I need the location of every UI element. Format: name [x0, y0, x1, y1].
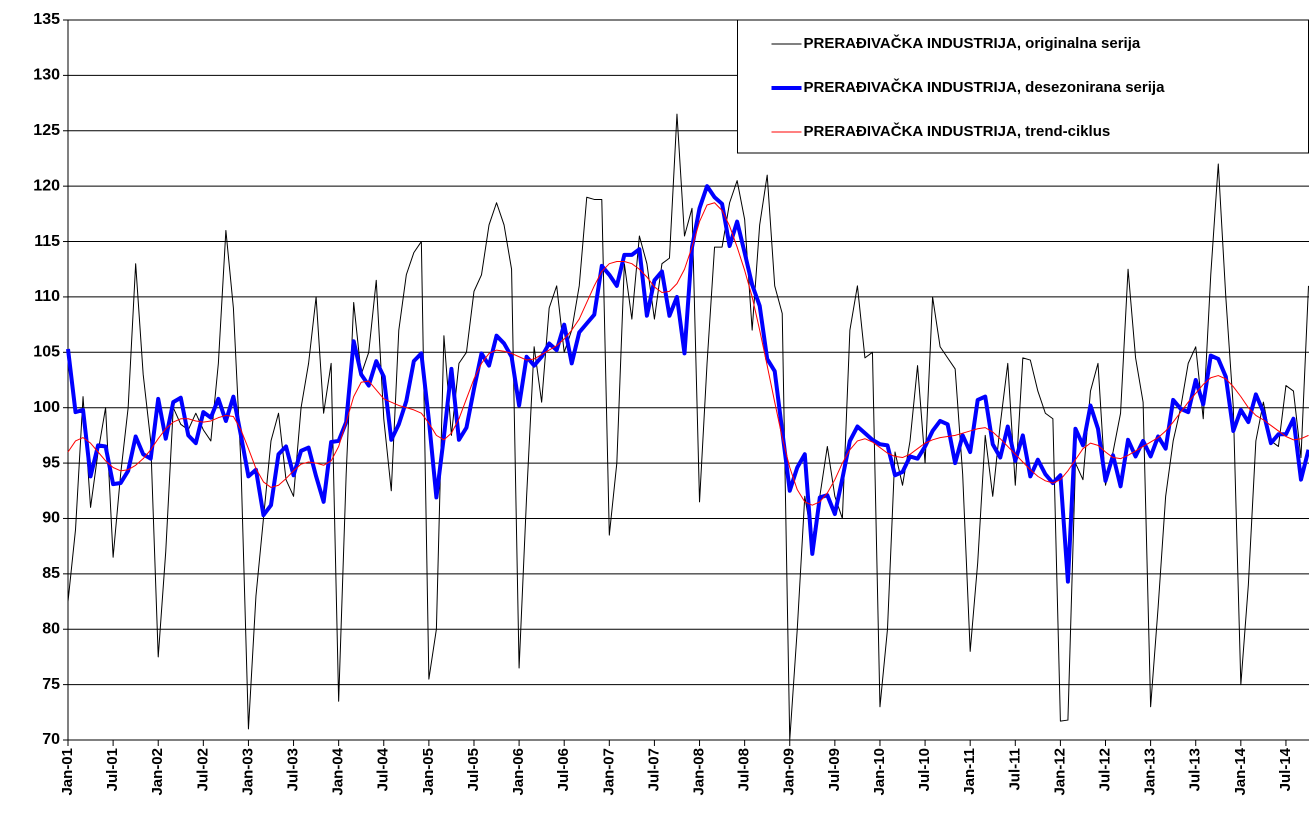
y-tick-label: 135	[33, 11, 60, 28]
series-line	[67, 113, 1309, 741]
x-tick-label: Jan-05	[420, 748, 437, 796]
x-tick-label: Jul-01	[104, 748, 121, 791]
y-tick-label: 125	[33, 122, 60, 139]
x-tick-label: Jan-09	[781, 748, 798, 796]
x-tick-label: Jul-14	[1277, 747, 1294, 791]
x-tick-label: Jul-09	[826, 748, 843, 791]
y-tick-label: 90	[42, 510, 60, 527]
x-tick-label: Jul-02	[194, 748, 211, 791]
y-tick-label: 100	[33, 399, 60, 416]
x-tick-label: Jul-07	[645, 748, 662, 791]
series-line	[67, 202, 1309, 506]
x-tick-label: Jan-12	[1051, 748, 1068, 796]
x-tick-label: Jan-11	[961, 748, 978, 795]
x-tick-label: Jul-03	[285, 748, 302, 791]
x-tick-label: Jan-08	[690, 748, 707, 796]
x-tick-label: Jan-07	[600, 748, 617, 796]
x-tick-label: Jul-10	[916, 748, 933, 791]
x-tick-label: Jan-01	[59, 748, 76, 796]
y-tick-label: 70	[42, 731, 60, 748]
y-tick-label: 80	[42, 620, 60, 637]
x-tick-label: Jan-10	[871, 748, 888, 796]
legend-label: PRERAĐIVAČKA INDUSTRIJA, trend-ciklus	[804, 122, 1111, 140]
x-tick-label: Jul-04	[375, 747, 392, 791]
y-tick-label: 85	[42, 565, 60, 582]
x-tick-label: Jan-04	[330, 747, 347, 795]
y-tick-label: 105	[33, 344, 60, 361]
x-tick-label: Jul-11	[1006, 748, 1023, 791]
y-tick-label: 95	[42, 454, 60, 471]
y-tick-label: 110	[34, 288, 60, 305]
x-tick-label: Jan-06	[510, 748, 527, 796]
y-tick-label: 130	[33, 67, 60, 84]
x-tick-label: Jul-08	[736, 748, 753, 791]
y-tick-label: 75	[42, 676, 60, 693]
legend-label: PRERAĐIVAČKA INDUSTRIJA, originalna seri…	[804, 34, 1141, 52]
x-tick-label: Jan-03	[239, 748, 256, 796]
x-tick-label: Jan-14	[1232, 747, 1249, 795]
x-tick-label: Jul-12	[1096, 748, 1113, 791]
y-tick-label: 120	[33, 177, 60, 194]
y-tick-label: 115	[34, 233, 60, 250]
legend-label: PRERAĐIVAČKA INDUSTRIJA, desezonirana se…	[804, 78, 1166, 96]
legend-box	[737, 19, 1309, 154]
x-tick-label: Jul-06	[555, 748, 572, 791]
x-tick-label: Jul-13	[1187, 748, 1204, 791]
x-tick-label: Jan-13	[1142, 748, 1159, 796]
x-tick-label: Jan-02	[149, 748, 166, 796]
x-tick-label: Jul-05	[465, 748, 482, 791]
series-line	[66, 184, 1309, 584]
